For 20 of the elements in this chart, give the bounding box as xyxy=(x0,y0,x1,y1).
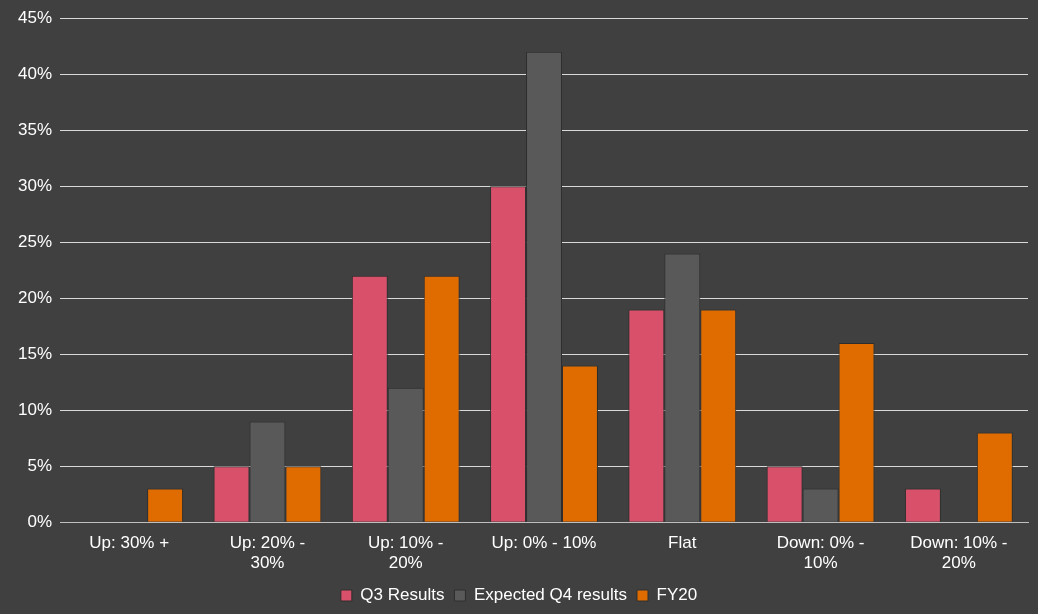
x-tick-label: Up: 0% - 10% xyxy=(491,533,597,553)
y-tick-label: 0% xyxy=(27,511,53,531)
x-tick-label: Up: 10% - 20% xyxy=(367,533,444,573)
x-tick-label: Up: 30% + xyxy=(89,533,170,553)
y-tick-label: 30% xyxy=(17,175,53,195)
x-tick-label: Flat xyxy=(668,533,697,553)
y-tick-label: 45% xyxy=(17,7,53,27)
legend-label: Expected Q4 results xyxy=(473,585,628,605)
y-tick-label: 10% xyxy=(17,399,53,419)
y-tick-label: 15% xyxy=(17,343,53,363)
y-tick-label: 20% xyxy=(17,287,53,307)
x-tick-label: Up: 20% - 30% xyxy=(229,533,306,573)
y-tick-label: 35% xyxy=(17,119,53,139)
x-tick-label: Down: 10% - 20% xyxy=(910,533,1008,573)
y-tick-label: 5% xyxy=(27,455,53,475)
legend-label: Q3 Results xyxy=(360,585,445,605)
y-tick-label: 25% xyxy=(17,231,53,251)
legend-label: FY20 xyxy=(656,585,698,605)
x-tick-label: Down: 0% - 10% xyxy=(776,533,865,573)
y-tick-label: 40% xyxy=(17,63,53,83)
